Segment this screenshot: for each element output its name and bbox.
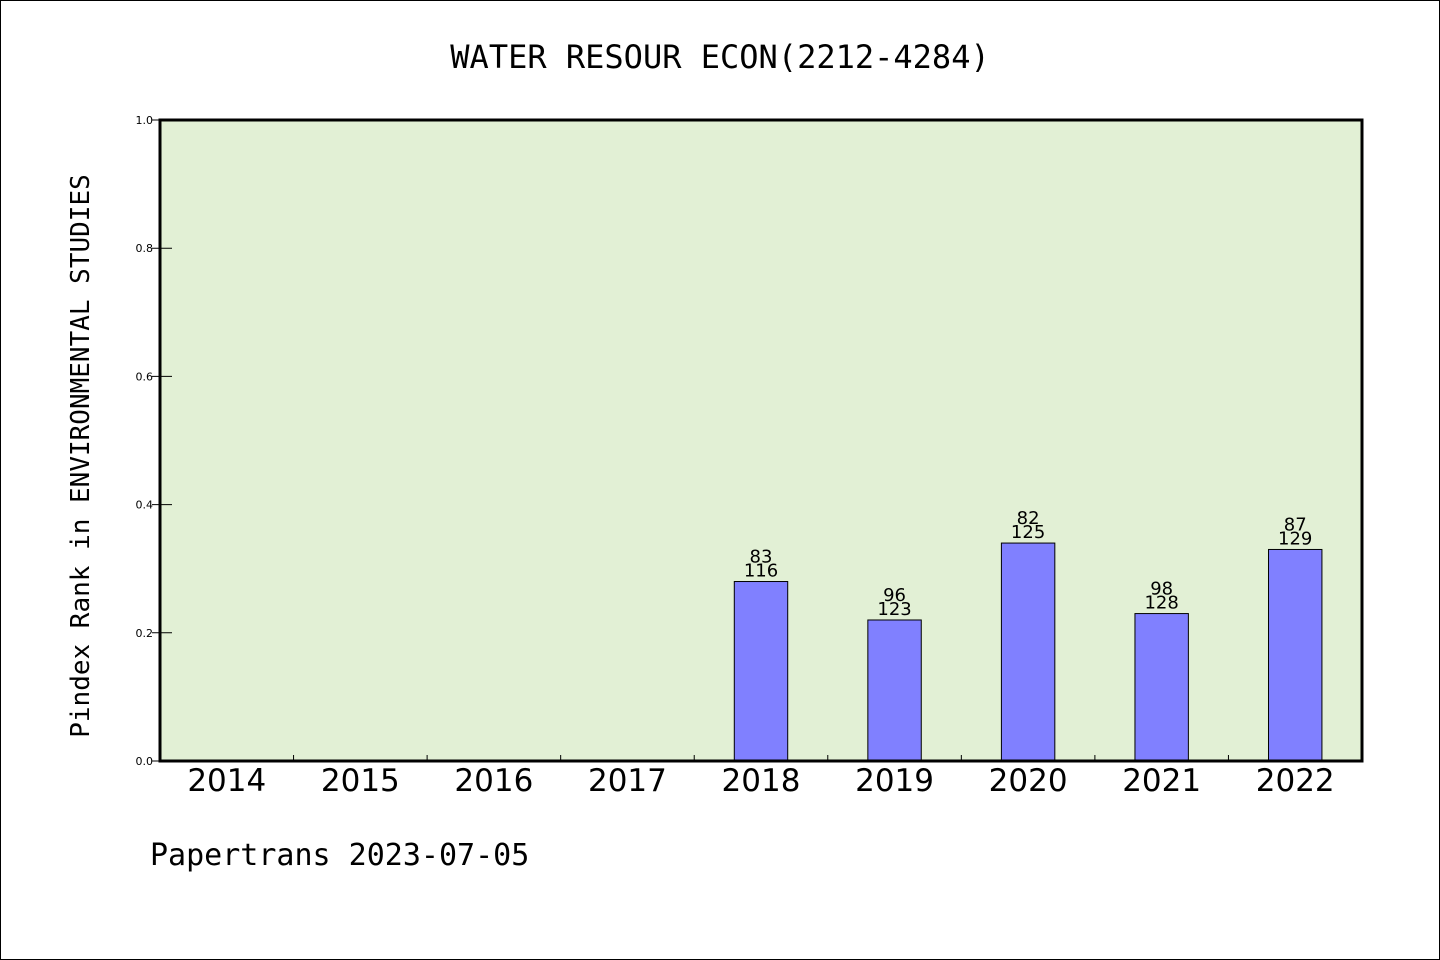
y-axis-label: Pindex Rank in ENVIRONMENTAL STUDIES (66, 174, 96, 738)
chart-title: WATER RESOUR ECON(2212-4284) (450, 38, 989, 76)
bar-total-label: 116 (744, 561, 778, 582)
y-tick-label: 0.0 (136, 755, 154, 768)
bar-total-label: 128 (1144, 593, 1178, 614)
footer-text: Papertrans 2023-07-05 (150, 838, 529, 873)
plot-border (158, 118, 1364, 763)
bar-total-label: 129 (1278, 528, 1312, 549)
x-tick-label: 2017 (588, 763, 667, 799)
x-tick-label: 2014 (187, 763, 266, 799)
bar (1000, 542, 1056, 762)
bar-rank-label: 87 (1284, 514, 1307, 535)
bar-rank-label: 96 (883, 585, 906, 606)
x-tick-label: 2016 (454, 763, 533, 799)
y-tick-label: 0.8 (136, 242, 154, 255)
y-tick-label: 0.4 (136, 499, 154, 512)
y-tick-label: 1.0 (136, 114, 154, 127)
bar-rank-label: 98 (1150, 579, 1173, 600)
x-tick-label: 2018 (722, 763, 801, 799)
x-tick-label: 2021 (1122, 763, 1201, 799)
bar-total-label: 125 (1011, 522, 1045, 543)
x-tick-label: 2019 (855, 763, 934, 799)
x-tick-label: 2022 (1256, 763, 1335, 799)
bar-rank-label: 82 (1017, 508, 1040, 529)
bar (1134, 613, 1189, 762)
y-tick-label: 0.2 (136, 627, 154, 640)
x-axis: 2014 2015 2016 2017 2018 2019 2020 2021 2022 (187, 755, 1335, 799)
y-tick-label: 0.6 (136, 370, 154, 383)
bar (867, 619, 922, 762)
bar-total-label: 123 (877, 599, 911, 620)
x-tick-label: 2015 (321, 763, 400, 799)
bar (1268, 548, 1323, 762)
bar (733, 581, 789, 762)
x-tick-label: 2020 (989, 763, 1068, 799)
bar-rank-label: 83 (750, 547, 773, 568)
